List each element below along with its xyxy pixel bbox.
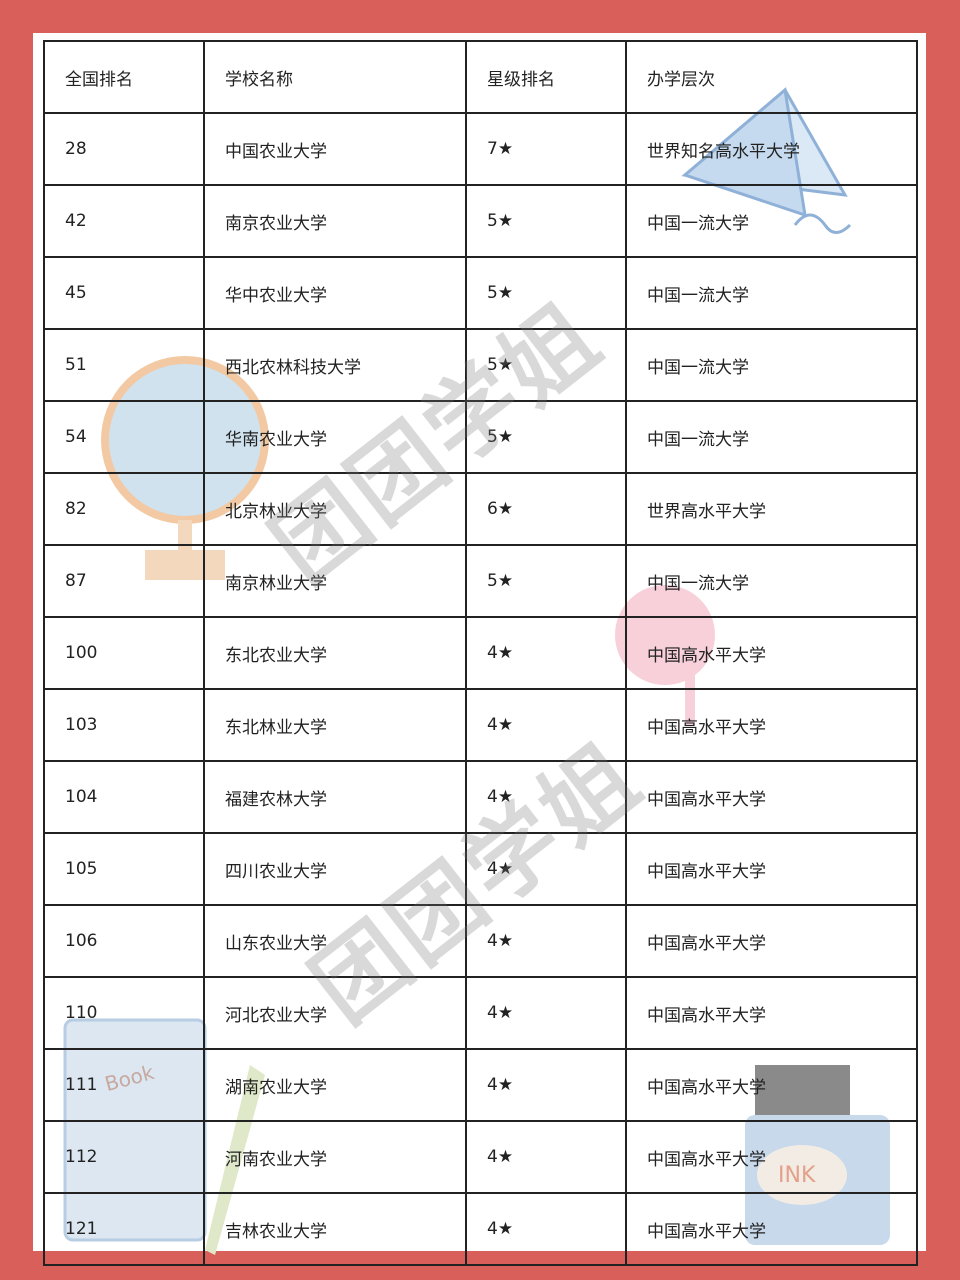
school-level-cell: 世界知名高水平大学: [625, 112, 918, 186]
school-level-cell: 中国高水平大学: [625, 688, 918, 762]
table-row: 45 华中农业大学 5★ 中国一流大学: [43, 256, 918, 330]
school-level-cell: 中国高水平大学: [625, 760, 918, 834]
rank-cell: 54: [43, 400, 205, 474]
table-header-row: 全国排名 学校名称 星级排名 办学层次: [43, 40, 918, 114]
rank-cell: 42: [43, 184, 205, 258]
header-star-rank: 星级排名: [465, 40, 627, 114]
star-rank-cell: 4★: [465, 1120, 627, 1194]
school-name-cell: 吉林农业大学: [203, 1192, 467, 1266]
school-name-cell: 河南农业大学: [203, 1120, 467, 1194]
rank-cell: 104: [43, 760, 205, 834]
rank-cell: 103: [43, 688, 205, 762]
school-name-cell: 南京农业大学: [203, 184, 467, 258]
table-row: 28 中国农业大学 7★ 世界知名高水平大学: [43, 112, 918, 186]
school-name-cell: 南京林业大学: [203, 544, 467, 618]
table-row: 121 吉林农业大学 4★ 中国高水平大学: [43, 1192, 918, 1266]
school-name-cell: 东北林业大学: [203, 688, 467, 762]
university-ranking-table: 全国排名 学校名称 星级排名 办学层次 28 中国农业大学 7★ 世界知名高水平大学 4…: [43, 40, 918, 1266]
table-row: 100 东北农业大学 4★ 中国高水平大学: [43, 616, 918, 690]
school-name-cell: 华中农业大学: [203, 256, 467, 330]
star-rank-cell: 4★: [465, 1192, 627, 1266]
star-rank-cell: 4★: [465, 760, 627, 834]
star-rank-cell: 4★: [465, 688, 627, 762]
table-row: 110 河北农业大学 4★ 中国高水平大学: [43, 976, 918, 1050]
school-level-cell: 中国一流大学: [625, 184, 918, 258]
school-name-cell: 福建农林大学: [203, 760, 467, 834]
school-level-cell: 中国一流大学: [625, 256, 918, 330]
school-name-cell: 西北农林科技大学: [203, 328, 467, 402]
school-level-cell: 中国一流大学: [625, 328, 918, 402]
rank-cell: 111: [43, 1048, 205, 1122]
school-name-cell: 河北农业大学: [203, 976, 467, 1050]
rank-cell: 87: [43, 544, 205, 618]
rank-cell: 110: [43, 976, 205, 1050]
star-rank-cell: 5★: [465, 256, 627, 330]
school-level-cell: 中国一流大学: [625, 400, 918, 474]
school-name-cell: 东北农业大学: [203, 616, 467, 690]
star-rank-cell: 5★: [465, 400, 627, 474]
star-rank-cell: 4★: [465, 1048, 627, 1122]
star-rank-cell: 6★: [465, 472, 627, 546]
star-rank-cell: 5★: [465, 328, 627, 402]
rank-cell: 28: [43, 112, 205, 186]
star-rank-cell: 7★: [465, 112, 627, 186]
table-row: 51 西北农林科技大学 5★ 中国一流大学: [43, 328, 918, 402]
table-row: 54 华南农业大学 5★ 中国一流大学: [43, 400, 918, 474]
header-school-name: 学校名称: [203, 40, 467, 114]
table-row: 42 南京农业大学 5★ 中国一流大学: [43, 184, 918, 258]
rank-cell: 51: [43, 328, 205, 402]
table-row: 112 河南农业大学 4★ 中国高水平大学: [43, 1120, 918, 1194]
school-level-cell: 中国高水平大学: [625, 976, 918, 1050]
table-row: 82 北京林业大学 6★ 世界高水平大学: [43, 472, 918, 546]
school-level-cell: 中国高水平大学: [625, 1192, 918, 1266]
table-row: 106 山东农业大学 4★ 中国高水平大学: [43, 904, 918, 978]
star-rank-cell: 4★: [465, 832, 627, 906]
school-level-cell: 中国高水平大学: [625, 1048, 918, 1122]
header-national-rank: 全国排名: [43, 40, 205, 114]
school-name-cell: 华南农业大学: [203, 400, 467, 474]
table-row: 104 福建农林大学 4★ 中国高水平大学: [43, 760, 918, 834]
rank-cell: 121: [43, 1192, 205, 1266]
star-rank-cell: 4★: [465, 904, 627, 978]
school-level-cell: 中国高水平大学: [625, 616, 918, 690]
rank-cell: 105: [43, 832, 205, 906]
school-name-cell: 四川农业大学: [203, 832, 467, 906]
rank-cell: 45: [43, 256, 205, 330]
school-name-cell: 北京林业大学: [203, 472, 467, 546]
star-rank-cell: 4★: [465, 616, 627, 690]
school-name-cell: 山东农业大学: [203, 904, 467, 978]
school-level-cell: 中国一流大学: [625, 544, 918, 618]
school-level-cell: 中国高水平大学: [625, 1120, 918, 1194]
rank-cell: 112: [43, 1120, 205, 1194]
star-rank-cell: 5★: [465, 184, 627, 258]
school-level-cell: 中国高水平大学: [625, 832, 918, 906]
table-row: 103 东北林业大学 4★ 中国高水平大学: [43, 688, 918, 762]
school-level-cell: 世界高水平大学: [625, 472, 918, 546]
school-name-cell: 湖南农业大学: [203, 1048, 467, 1122]
table-row: 111 湖南农业大学 4★ 中国高水平大学: [43, 1048, 918, 1122]
star-rank-cell: 4★: [465, 976, 627, 1050]
rank-cell: 82: [43, 472, 205, 546]
school-level-cell: 中国高水平大学: [625, 904, 918, 978]
table-row: 105 四川农业大学 4★ 中国高水平大学: [43, 832, 918, 906]
rank-cell: 100: [43, 616, 205, 690]
header-school-level: 办学层次: [625, 40, 918, 114]
school-name-cell: 中国农业大学: [203, 112, 467, 186]
table-row: 87 南京林业大学 5★ 中国一流大学: [43, 544, 918, 618]
star-rank-cell: 5★: [465, 544, 627, 618]
rank-cell: 106: [43, 904, 205, 978]
